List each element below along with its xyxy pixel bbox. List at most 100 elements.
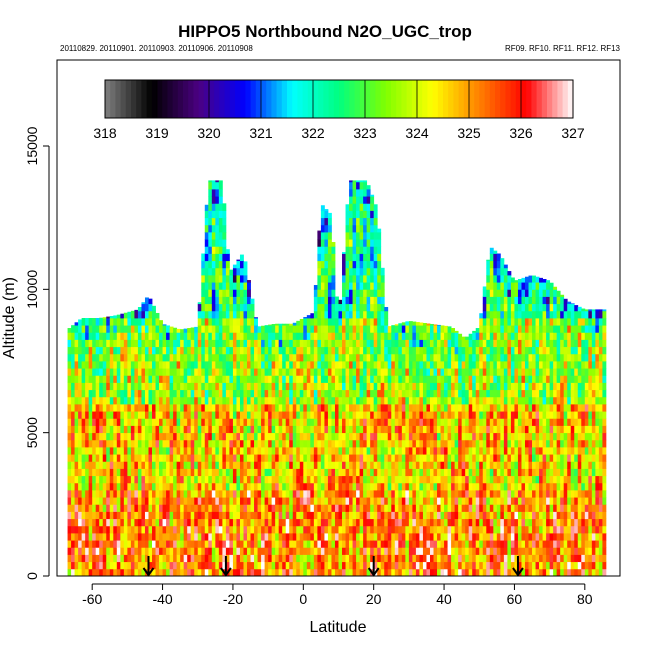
heatmap-cell xyxy=(211,282,216,290)
heatmap-cell xyxy=(187,554,192,563)
heatmap-cell xyxy=(208,468,213,477)
heatmap-cell xyxy=(437,396,441,405)
heatmap-cell xyxy=(208,260,213,269)
heatmap-cell xyxy=(437,461,441,469)
heatmap-cell xyxy=(303,461,308,469)
heatmap-cell xyxy=(215,468,220,477)
heatmap-cell xyxy=(102,382,107,391)
heatmap-cell xyxy=(243,540,248,548)
heatmap-cell xyxy=(264,382,269,391)
heatmap-cell xyxy=(180,346,185,355)
heatmap-cell xyxy=(461,346,466,355)
heatmap-cell xyxy=(377,353,382,362)
heatmap-cell xyxy=(250,346,255,355)
heatmap-cell xyxy=(384,432,389,441)
heatmap-cell xyxy=(282,353,287,362)
heatmap-cell xyxy=(148,382,153,391)
heatmap-cell xyxy=(486,490,491,498)
heatmap-cell xyxy=(373,368,378,376)
heatmap-cell xyxy=(415,353,420,362)
heatmap-cell xyxy=(141,411,146,419)
heatmap-cell xyxy=(109,425,114,434)
heatmap-cell xyxy=(412,339,417,348)
heatmap-cell xyxy=(387,454,392,462)
heatmap-cell xyxy=(486,511,491,520)
heatmap-cell xyxy=(173,447,178,455)
heatmap-cell xyxy=(429,382,434,391)
heatmap-cell xyxy=(229,475,234,484)
heatmap-cell xyxy=(433,361,438,369)
heatmap-cell xyxy=(320,217,325,226)
heatmap-cell xyxy=(130,518,135,527)
heatmap-cell xyxy=(327,253,332,262)
heatmap-cell xyxy=(313,411,318,419)
heatmap-cell xyxy=(215,224,220,233)
heatmap-cell xyxy=(141,325,146,333)
heatmap-cell xyxy=(190,547,195,555)
heatmap-cell xyxy=(366,361,371,369)
heatmap-cell xyxy=(176,339,181,348)
heatmap-cell xyxy=(310,411,315,419)
heatmap-cell xyxy=(239,525,244,534)
heatmap-cell xyxy=(275,518,280,527)
heatmap-cell xyxy=(370,275,375,283)
heatmap-cell xyxy=(444,461,448,469)
heatmap-cell xyxy=(197,525,202,534)
heatmap-cell xyxy=(324,511,329,520)
heatmap-cell xyxy=(370,239,375,247)
heatmap-cell xyxy=(405,540,410,548)
heatmap-cell xyxy=(496,561,501,570)
heatmap-cell xyxy=(190,533,195,541)
heatmap-cell xyxy=(250,432,255,441)
heatmap-cell xyxy=(144,404,149,412)
heatmap-cell xyxy=(232,353,237,362)
heatmap-cell xyxy=(88,404,93,412)
heatmap-cell xyxy=(493,310,498,319)
heatmap-cell xyxy=(359,554,364,563)
heatmap-cell xyxy=(74,475,79,484)
heatmap-cell xyxy=(493,525,498,534)
heatmap-cell xyxy=(437,325,441,333)
heatmap-cell xyxy=(451,504,456,512)
heatmap-cell xyxy=(345,282,350,290)
heatmap-cell xyxy=(331,296,336,305)
heatmap-cell xyxy=(289,389,294,398)
heatmap-cell xyxy=(313,353,318,362)
heatmap-cell xyxy=(447,447,452,455)
heatmap-cell xyxy=(465,339,470,348)
heatmap-cell xyxy=(482,475,487,484)
heatmap-cell xyxy=(359,203,364,211)
heatmap-cell xyxy=(303,547,308,555)
heatmap-cell xyxy=(380,318,385,326)
heatmap-cell xyxy=(173,533,178,541)
heatmap-cell xyxy=(120,375,125,383)
heatmap-cell xyxy=(489,568,494,576)
heatmap-cell xyxy=(338,303,343,312)
heatmap-cell xyxy=(366,504,371,512)
heatmap-cell xyxy=(415,322,420,326)
heatmap-cell xyxy=(401,554,406,563)
heatmap-cell xyxy=(440,511,445,520)
heatmap-cell xyxy=(109,404,114,412)
heatmap-cell xyxy=(243,497,248,505)
heatmap-cell xyxy=(92,346,97,355)
heatmap-cell xyxy=(451,518,456,527)
heatmap-cell xyxy=(215,475,220,484)
heatmap-cell xyxy=(264,425,269,434)
heatmap-cell xyxy=(285,418,290,426)
heatmap-cell xyxy=(384,554,389,563)
heatmap-cell xyxy=(338,547,343,555)
heatmap-cell xyxy=(359,389,364,398)
heatmap-cell xyxy=(116,346,121,355)
heatmap-cell xyxy=(401,511,406,520)
heatmap-cell xyxy=(496,289,501,297)
heatmap-cell xyxy=(465,382,470,391)
heatmap-cell xyxy=(173,432,178,441)
heatmap-cell xyxy=(215,439,220,448)
heatmap-cell xyxy=(405,382,410,391)
heatmap-cell xyxy=(113,454,118,462)
heatmap-cell xyxy=(405,396,410,405)
heatmap-cell xyxy=(109,396,114,405)
heatmap-cell xyxy=(218,368,223,376)
heatmap-cell xyxy=(352,561,357,570)
